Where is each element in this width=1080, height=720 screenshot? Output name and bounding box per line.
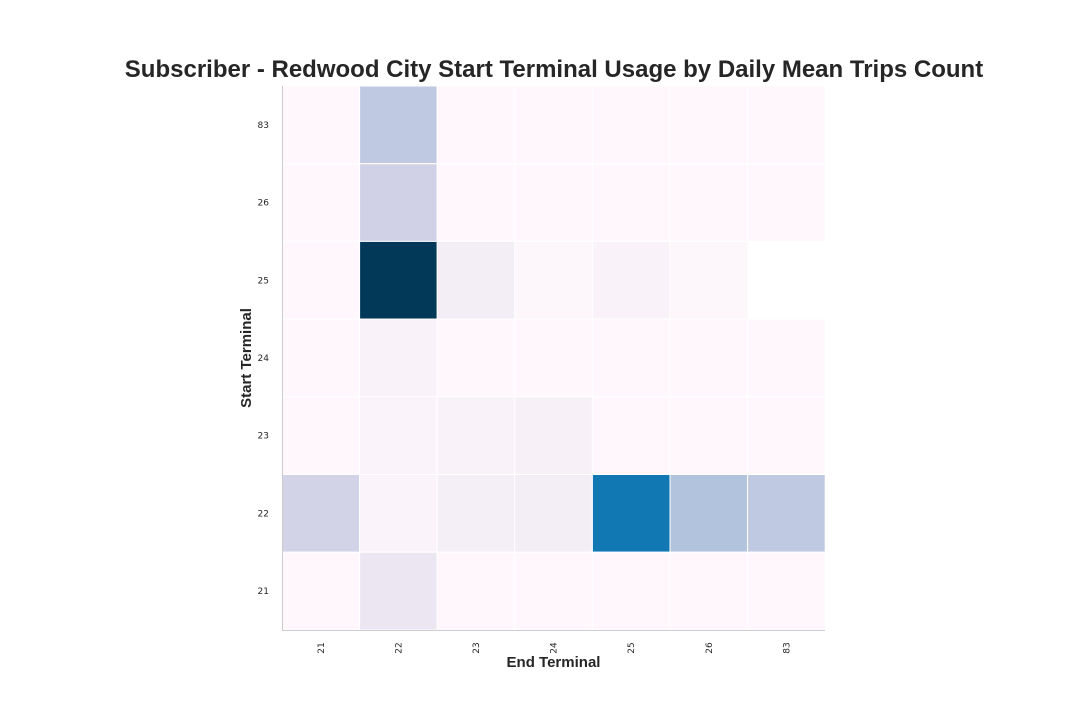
x-tick-label: 21: [317, 642, 327, 653]
heatmap-cell-21-24: [514, 551, 593, 631]
heatmap-cell-23-23: [436, 396, 516, 475]
heatmap-cell-21-83: [747, 551, 826, 631]
heatmap-cell-26-21: [281, 163, 361, 242]
heatmap-cell-83-22: [359, 85, 438, 165]
x-tick-label: 83: [782, 642, 792, 653]
x-tick-labels: 21 22 23 24 25 26 83: [317, 642, 793, 654]
y-tick-label: 22: [258, 509, 269, 519]
heatmap-cell-25-22: [359, 240, 438, 320]
y-tick-label: 25: [258, 276, 269, 286]
heatmap-cell-21-26: [669, 551, 749, 631]
heatmap-cell-24-26: [669, 318, 749, 398]
heatmap-cell-23-22: [359, 396, 438, 475]
heatmap-cell-26-24: [514, 163, 593, 242]
x-tick-label: 22: [394, 642, 404, 653]
x-tick-label: 24: [550, 642, 560, 654]
heatmap-cell-24-23: [436, 318, 516, 398]
heatmap-cell-23-26: [669, 396, 749, 475]
heatmap-cell-22-24: [514, 474, 593, 553]
heatmap-cell-83-25: [591, 85, 671, 165]
heatmap-cell-23-25: [591, 396, 671, 475]
heatmap-cell-22-83: [747, 474, 826, 553]
heatmap-cell-83-23: [436, 85, 516, 165]
heatmap-cell-22-21: [281, 474, 361, 553]
heatmap-cell-22-26: [669, 474, 749, 553]
heatmap-cell-24-83: [747, 318, 826, 398]
heatmap-cell-22-25: [591, 474, 671, 553]
heatmap-cell-83-83: [747, 85, 826, 165]
heatmap-cell-26-22: [359, 163, 438, 242]
heatmap-cell-26-25: [591, 163, 671, 242]
heatmap-cell-24-25: [591, 318, 671, 398]
heatmap-cell-25-26: [669, 240, 749, 320]
y-axis-label: Start Terminal: [238, 308, 255, 408]
x-tick-label: 23: [472, 642, 482, 653]
heatmap-cell-24-24: [514, 318, 593, 398]
y-tick-labels: 83 26 25 24 23 22 21: [258, 121, 270, 597]
chart-title: Subscriber - Redwood City Start Terminal…: [124, 56, 984, 83]
heatmap-cell-25-25: [591, 240, 671, 320]
heatmap-cell-23-83: [747, 396, 826, 475]
y-tick-label: 21: [258, 587, 269, 597]
heatmap-cell-21-25: [591, 551, 671, 631]
heatmap-cell-25-23: [436, 240, 516, 320]
y-tick-label: 24: [258, 354, 270, 364]
heatmap-cell-24-22: [359, 318, 438, 398]
heatmap-cell-21-22: [359, 551, 438, 631]
heatmap-cell-83-21: [281, 85, 361, 165]
heatmap-cell-22-22: [359, 474, 438, 553]
y-tick-label: 23: [258, 432, 269, 442]
heatmap-cell-25-21: [281, 240, 361, 320]
heatmap-cell-83-24: [514, 85, 593, 165]
heatmap-cell-22-23: [436, 474, 516, 553]
heatmap-cell-25-83: [747, 241, 826, 320]
y-tick-label: 83: [258, 121, 269, 131]
x-tick-label: 25: [627, 642, 637, 653]
heatmap-cell-26-23: [436, 163, 516, 242]
x-tick-label: 26: [705, 642, 715, 654]
x-axis-label: End Terminal: [507, 654, 601, 671]
heatmap-cell-23-24: [514, 396, 593, 475]
heatmap-cell-21-23: [436, 551, 516, 631]
heatmap-cell-26-83: [747, 163, 826, 242]
heatmap-cell-24-21: [281, 318, 361, 398]
heatmap-cell-26-26: [669, 163, 749, 242]
heatmap-cells: [281, 85, 826, 631]
heatmap-cell-23-21: [281, 396, 361, 475]
heatmap-cell-21-21: [281, 551, 361, 631]
heatmap-cell-25-24: [514, 240, 593, 320]
y-tick-label: 26: [258, 199, 270, 209]
heatmap-cell-83-26: [669, 85, 749, 165]
